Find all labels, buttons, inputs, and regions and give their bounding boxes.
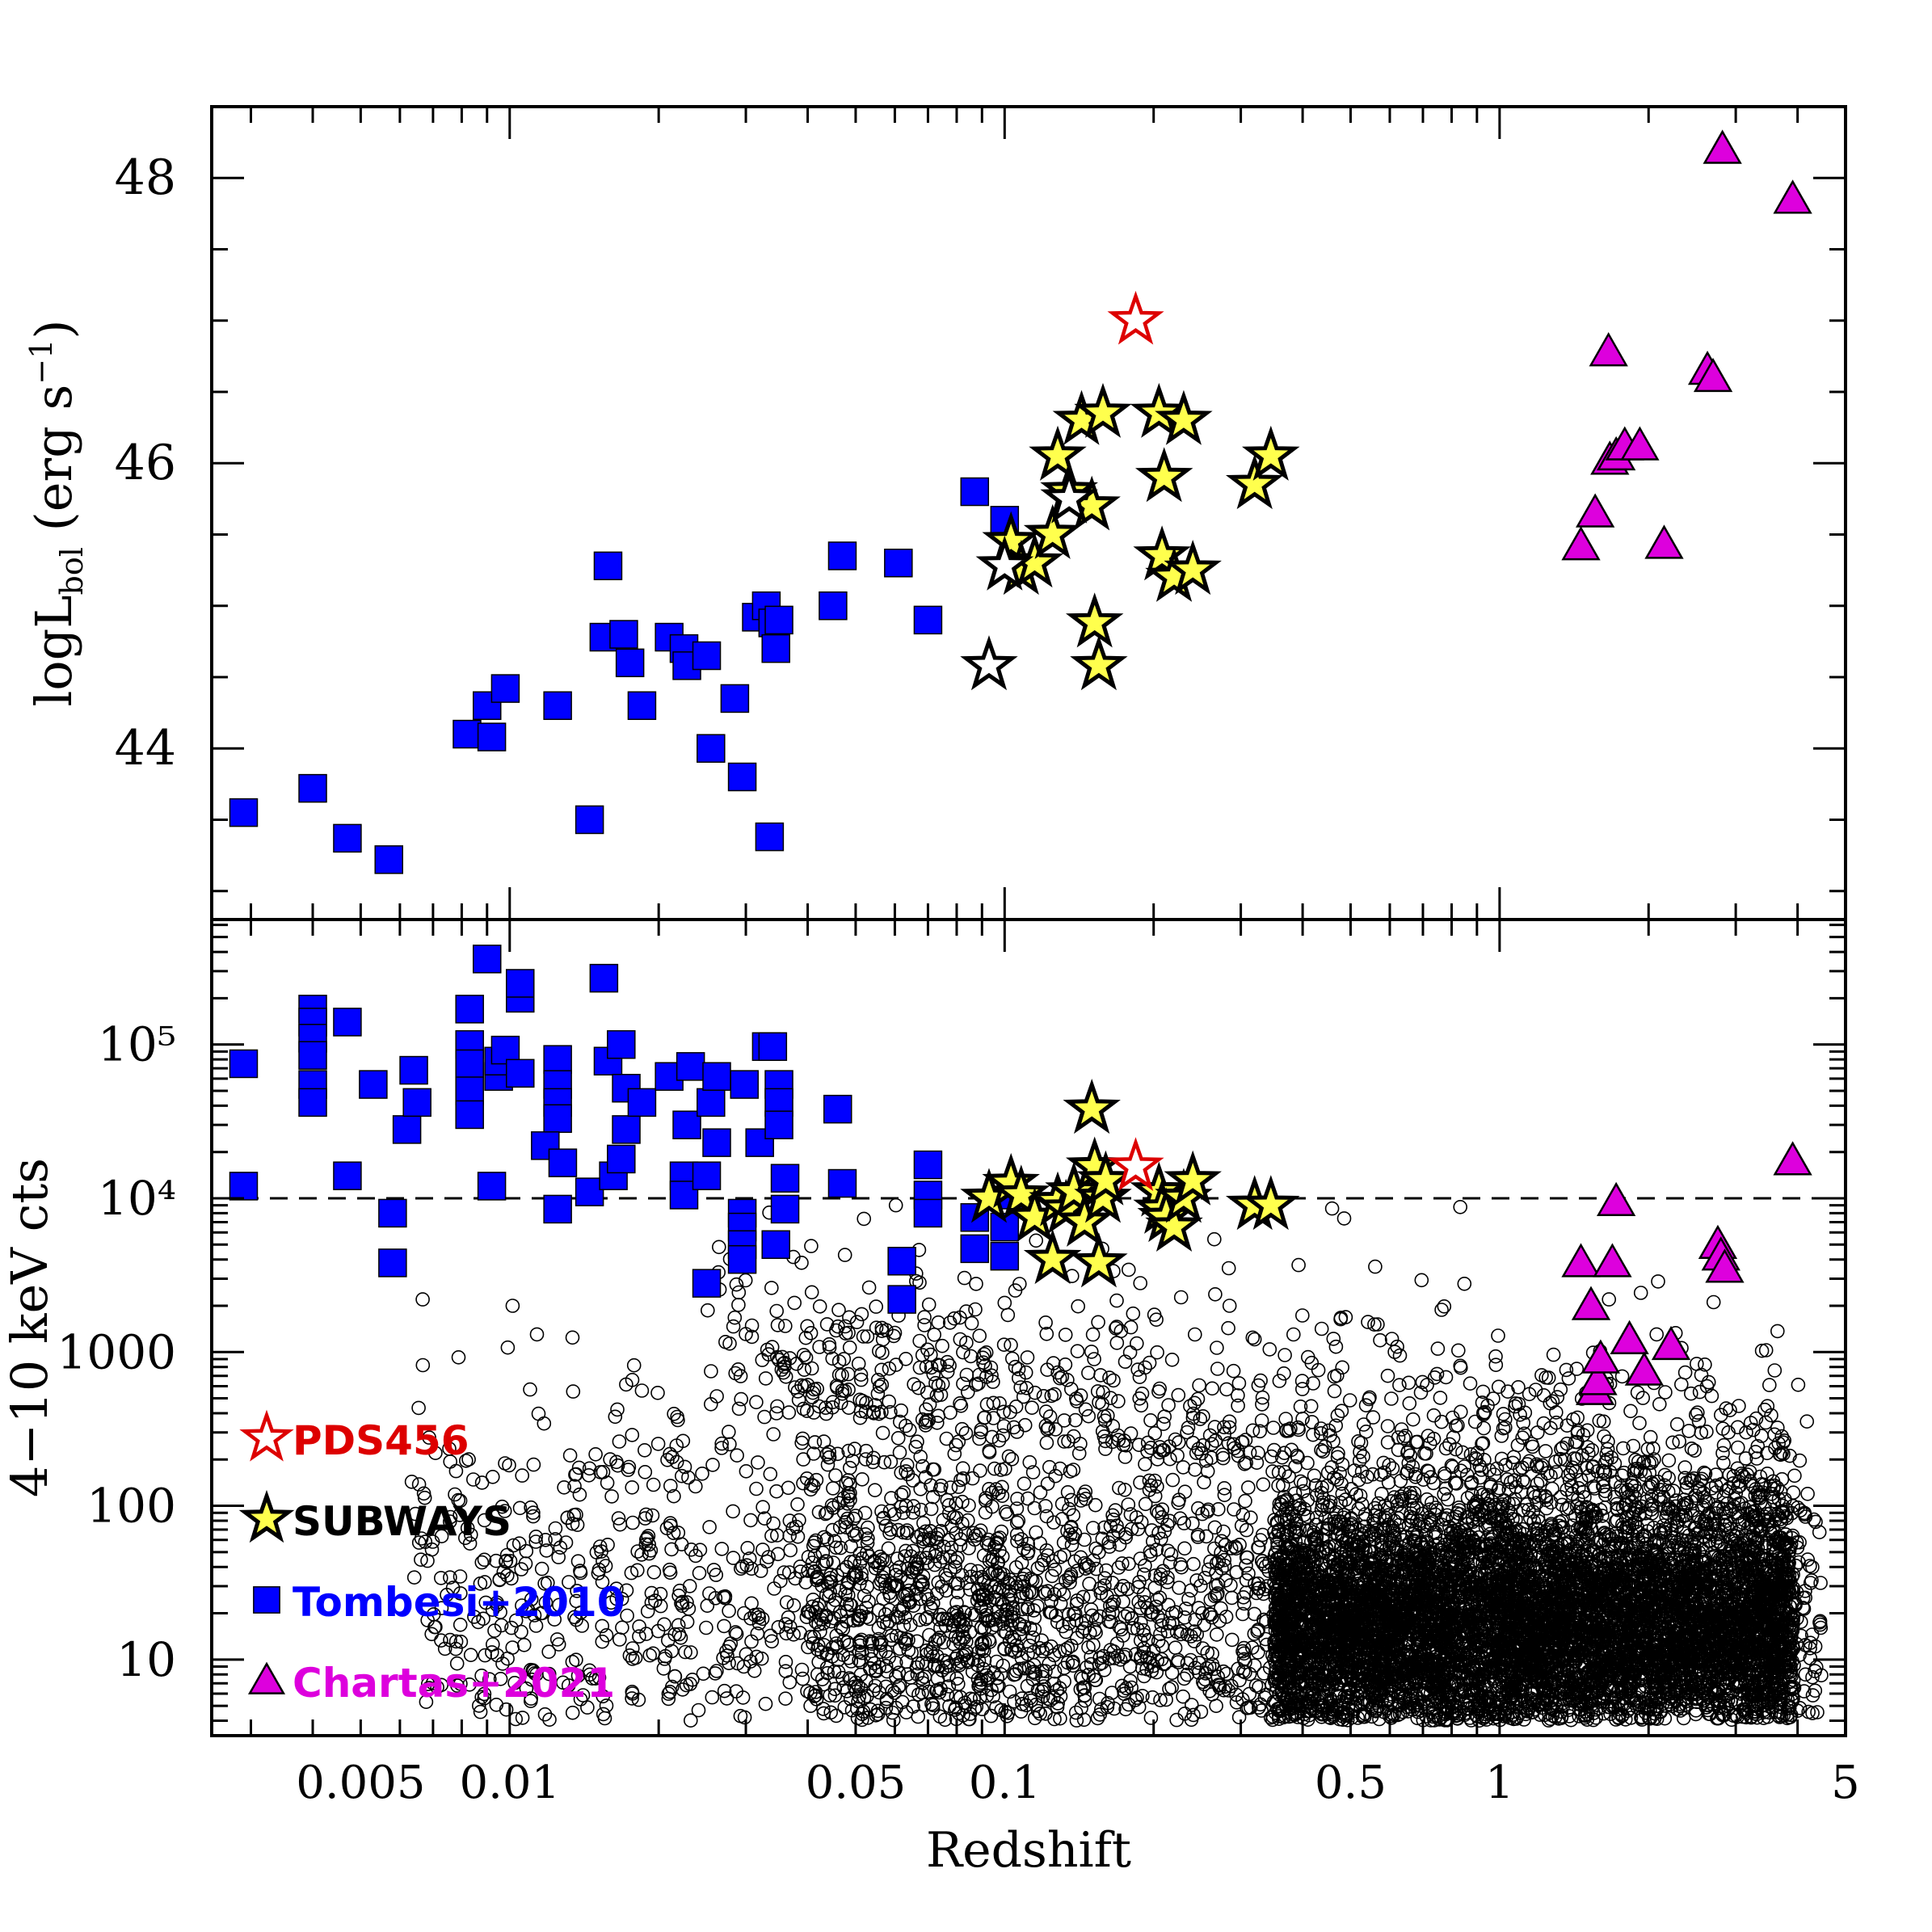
background-source bbox=[1726, 1476, 1740, 1491]
background-source bbox=[1581, 1446, 1596, 1461]
background-source bbox=[1420, 1492, 1434, 1507]
background-source bbox=[1628, 1452, 1643, 1467]
background-source bbox=[1329, 1472, 1345, 1487]
background-sources-layer bbox=[404, 1194, 1829, 1728]
background-source bbox=[1555, 1497, 1570, 1513]
background-source bbox=[1293, 1474, 1308, 1489]
